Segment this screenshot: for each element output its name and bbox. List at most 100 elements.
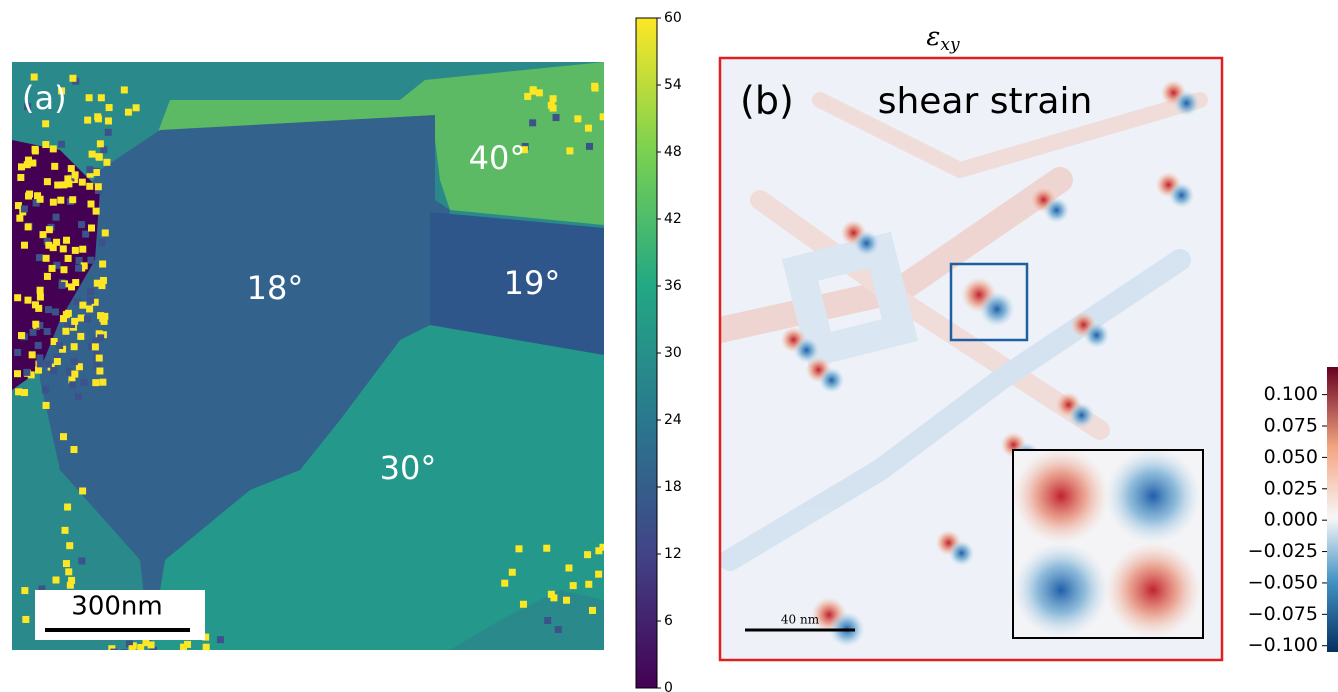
panel-label: (b): [740, 79, 794, 123]
speckle: [97, 140, 104, 147]
speckle: [87, 257, 94, 264]
speckle: [125, 109, 132, 116]
speckle: [555, 626, 562, 633]
tick-label: 0: [664, 680, 673, 692]
speckle: [586, 143, 593, 150]
speckle: [42, 120, 49, 127]
speckle: [50, 199, 57, 206]
speckle: [566, 147, 573, 154]
speckle: [102, 229, 109, 236]
strain-lobe: [949, 540, 975, 566]
tick-label: 0.100: [1264, 383, 1318, 405]
speckle: [69, 381, 76, 388]
speckle: [36, 254, 43, 261]
speckle: [63, 560, 70, 567]
strain-lobe: [854, 230, 880, 256]
tick-label: 48: [664, 144, 682, 160]
speckle: [21, 242, 28, 249]
speckle: [84, 117, 91, 124]
speckle: [217, 636, 224, 643]
speckle: [70, 446, 77, 453]
speckle: [79, 246, 86, 253]
speckle: [133, 104, 140, 111]
speckle: [69, 75, 76, 82]
speckle: [75, 265, 82, 272]
speckle: [80, 379, 87, 386]
speckle: [44, 178, 51, 185]
speckle: [37, 360, 44, 367]
tick-label: 24: [664, 412, 682, 428]
speckle: [100, 146, 107, 153]
speckle: [51, 163, 58, 170]
speckle: [36, 354, 43, 361]
speckle: [54, 358, 61, 365]
panel-label: (a): [22, 79, 67, 117]
annotation: 19°: [504, 264, 561, 302]
speckle: [72, 247, 79, 254]
speckle: [59, 282, 66, 289]
speckle: [584, 551, 591, 558]
speckle: [93, 208, 100, 215]
speckle: [574, 115, 581, 122]
speckle: [95, 153, 102, 160]
speckle: [96, 355, 103, 362]
speckle: [87, 288, 94, 295]
speckle: [14, 349, 21, 356]
speckle: [45, 242, 52, 249]
speckle: [32, 146, 39, 153]
speckle: [50, 367, 57, 374]
speckle: [103, 159, 110, 166]
speckle: [37, 196, 44, 203]
speckle: [45, 306, 52, 313]
speckle: [563, 597, 570, 604]
tick-label: 18: [664, 479, 682, 495]
speckle: [86, 305, 93, 312]
tick-label: 0.000: [1264, 509, 1318, 531]
speckle: [18, 163, 25, 170]
speckle: [530, 88, 537, 95]
strain-lobe: [1044, 197, 1070, 223]
speckle: [49, 265, 56, 272]
speckle: [62, 527, 69, 534]
speckle: [16, 215, 23, 222]
speckle: [32, 321, 39, 328]
speckle: [105, 117, 112, 124]
speckle: [65, 568, 72, 575]
speckle: [99, 239, 106, 246]
speckle: [56, 342, 63, 349]
colorbar: [636, 18, 657, 688]
strain-lobe: [1174, 90, 1200, 116]
tick-label: 6: [664, 613, 673, 629]
speckle: [121, 649, 128, 656]
speckle: [14, 294, 21, 301]
annotation: 30°: [380, 449, 437, 487]
speckle: [87, 297, 94, 304]
strain-lobe: [979, 291, 1015, 327]
speckle: [84, 316, 91, 323]
speckle: [14, 370, 21, 377]
tick-label: 0.075: [1264, 415, 1318, 437]
panel-text: shear strain: [878, 81, 1093, 122]
speckle: [570, 582, 577, 589]
speckle: [110, 649, 117, 656]
speckle: [22, 616, 29, 623]
strain-lobe: [1169, 182, 1195, 208]
speckle: [65, 180, 72, 187]
tick-label: 12: [664, 546, 682, 562]
speckle: [35, 342, 42, 349]
speckle: [78, 221, 85, 228]
speckle: [42, 386, 49, 393]
speckle: [71, 343, 78, 350]
speckle: [553, 114, 560, 121]
speckle: [54, 182, 61, 189]
speckle: [148, 641, 155, 648]
speckle: [58, 141, 65, 148]
tick-label: −0.025: [1248, 540, 1318, 562]
tick-label: −0.100: [1248, 634, 1318, 656]
speckle: [98, 282, 105, 289]
speckle: [62, 328, 69, 335]
speckle: [515, 545, 522, 552]
speckle: [543, 545, 550, 552]
speckle: [53, 214, 60, 221]
speckle: [99, 261, 106, 268]
